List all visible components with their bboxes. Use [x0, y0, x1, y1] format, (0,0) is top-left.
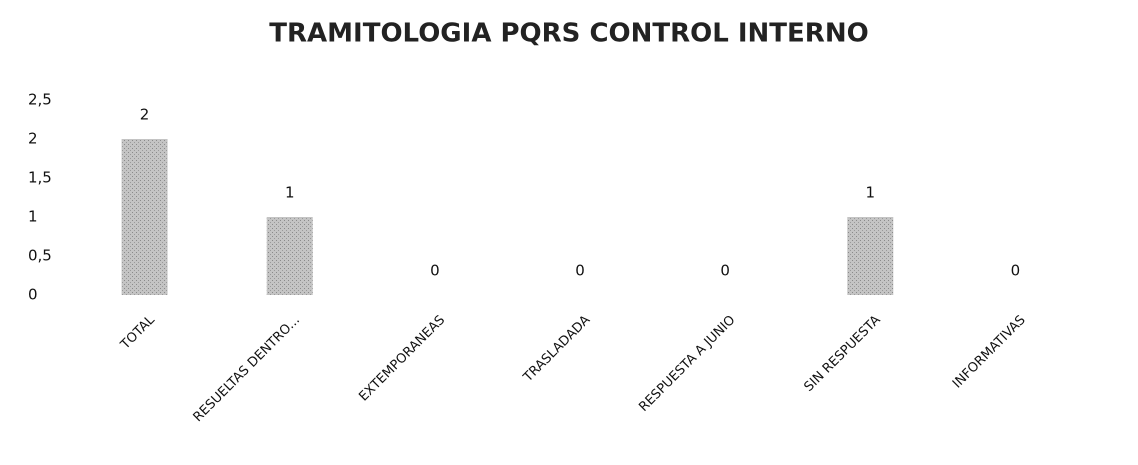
bar: [847, 217, 894, 295]
y-tick-label: 1: [28, 208, 38, 226]
x-tick-label: RESPUESTA A JUNIO: [636, 313, 738, 415]
y-tick-label: 0: [28, 286, 38, 304]
data-label: 0: [430, 262, 440, 280]
y-tick-label: 2: [28, 130, 38, 148]
x-tick-label: INFORMATIVAS: [950, 313, 1029, 392]
data-label: 1: [285, 184, 295, 202]
x-tick-label: TRASLADADA: [520, 313, 593, 386]
data-label: 2: [140, 106, 150, 124]
x-tick-label: RESUELTAS DENTRO...: [191, 313, 303, 425]
x-tick-label: SIN RESPUESTA: [801, 313, 883, 395]
data-label: 0: [720, 262, 730, 280]
y-tick-label: 0,5: [28, 247, 52, 265]
x-tick-label: TOTAL: [117, 312, 158, 353]
bar: [266, 217, 313, 295]
chart-title: TRAMITOLOGIA PQRS CONTROL INTERNO: [269, 19, 868, 49]
y-tick-label: 2,5: [28, 91, 52, 109]
data-label: 1: [866, 184, 876, 202]
y-tick-label: 1,5: [28, 169, 52, 187]
x-tick-label: EXTEMPORANEAS: [356, 313, 448, 405]
bar: [121, 139, 168, 295]
data-label: 0: [575, 262, 585, 280]
data-label: 0: [1011, 262, 1021, 280]
